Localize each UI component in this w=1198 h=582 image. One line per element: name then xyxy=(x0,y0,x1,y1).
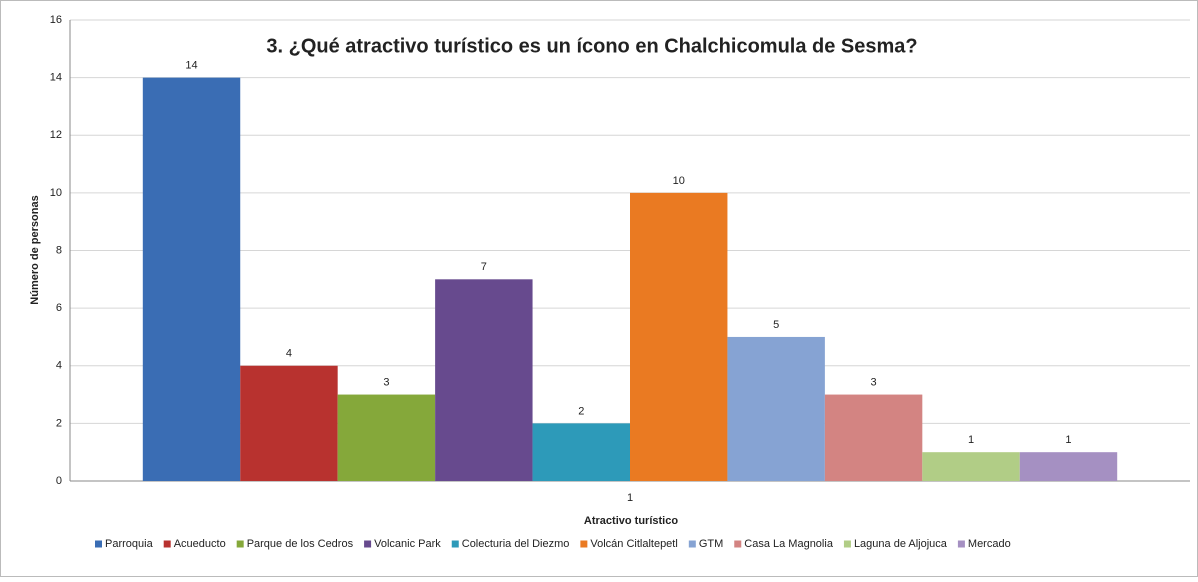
legend-label: Casa La Magnolia xyxy=(744,538,834,550)
y-tick-label: 4 xyxy=(56,360,62,372)
bar xyxy=(1019,452,1118,481)
bar xyxy=(630,192,728,481)
y-tick-label: 0 xyxy=(56,475,62,487)
x-axis-title: Atractivo turístico xyxy=(584,515,678,527)
legend-swatch xyxy=(236,540,244,548)
legend-swatch xyxy=(688,540,696,548)
data-label: 3 xyxy=(383,376,389,388)
legend-swatch xyxy=(95,540,102,548)
bar xyxy=(142,77,241,481)
y-tick-label: 12 xyxy=(50,129,62,141)
y-tick-label: 14 xyxy=(50,72,62,84)
legend-label: Mercado xyxy=(968,538,1011,550)
data-label: 14 xyxy=(185,60,197,72)
legend-swatch xyxy=(957,540,965,548)
bar xyxy=(337,394,436,481)
legend-swatch xyxy=(364,540,372,548)
legend-swatch xyxy=(163,540,171,548)
legend-swatch xyxy=(580,540,588,548)
legend-label: Volcán Citlaltepetl xyxy=(590,538,677,550)
bar xyxy=(824,394,923,481)
legend-label: Acueducto xyxy=(174,538,226,550)
legend-label: Laguna de Aljojuca xyxy=(854,538,948,550)
y-tick-label: 8 xyxy=(56,244,62,256)
data-label: 1 xyxy=(1065,434,1071,446)
legend-label: Volcanic Park xyxy=(374,538,441,550)
data-label: 4 xyxy=(286,348,292,360)
bar xyxy=(727,336,825,481)
data-label: 5 xyxy=(773,319,779,331)
bar xyxy=(240,365,338,481)
bar xyxy=(532,423,630,481)
data-label: 1 xyxy=(968,434,974,446)
x-tick-label: 1 xyxy=(627,492,633,504)
legend-swatch xyxy=(734,540,742,548)
bar xyxy=(922,452,1020,481)
y-axis-title: Número de personas xyxy=(29,195,41,304)
legend-swatch xyxy=(843,540,851,548)
chart-title: 3. ¿Qué atractivo turístico es un ícono … xyxy=(266,35,917,57)
data-label: 10 xyxy=(673,175,685,187)
legend-swatch xyxy=(451,540,459,548)
y-tick-label: 16 xyxy=(50,14,62,26)
y-tick-label: 10 xyxy=(50,187,62,199)
data-label: 3 xyxy=(871,376,877,388)
legend-label: Colecturia del Diezmo xyxy=(462,538,570,550)
data-label: 7 xyxy=(481,261,487,273)
bar xyxy=(435,279,533,481)
y-tick-label: 6 xyxy=(56,302,62,314)
legend-label: Parroquia xyxy=(105,538,154,550)
y-tick-label: 2 xyxy=(56,417,62,429)
data-label: 2 xyxy=(578,405,584,417)
legend-label: Parque de los Cedros xyxy=(247,538,354,550)
legend-label: GTM xyxy=(699,538,723,550)
